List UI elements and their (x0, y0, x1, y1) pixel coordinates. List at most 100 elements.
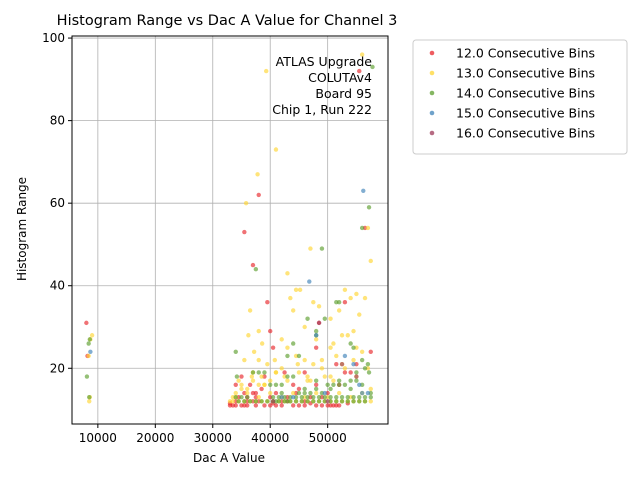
data-point (351, 345, 356, 350)
data-point (230, 399, 236, 404)
data-point (357, 68, 362, 74)
data-point (362, 366, 368, 371)
data-point (249, 374, 255, 379)
data-point (322, 390, 327, 396)
data-point (279, 337, 284, 342)
data-point (336, 308, 342, 313)
data-point (313, 337, 319, 342)
data-point (325, 382, 330, 387)
data-point (250, 390, 256, 396)
data-point (250, 378, 256, 383)
data-point (313, 333, 319, 338)
data-point (336, 390, 342, 396)
data-point (334, 399, 339, 404)
data-point (291, 374, 296, 379)
data-point (256, 394, 261, 400)
data-point (256, 328, 261, 334)
data-point (351, 399, 356, 404)
data-point (86, 353, 91, 359)
data-point (282, 370, 287, 375)
data-point (357, 394, 362, 400)
y-tick-label: 80 (50, 114, 65, 128)
data-point (328, 316, 333, 321)
data-point (233, 349, 238, 354)
data-point (316, 399, 322, 404)
data-point (302, 357, 307, 363)
data-point (359, 349, 365, 354)
annotation-line-3: Board 95 (315, 86, 372, 101)
data-point (354, 378, 359, 383)
data-point (88, 349, 93, 354)
data-point (319, 357, 325, 363)
data-point (313, 403, 319, 408)
data-point (256, 382, 261, 387)
x-axis-label: Dac A Value (193, 451, 265, 465)
data-point (368, 386, 373, 392)
data-point (328, 374, 333, 379)
series-5 (270, 320, 359, 404)
data-point (348, 370, 353, 375)
data-point (251, 349, 257, 354)
data-point (262, 403, 267, 408)
data-point (336, 378, 342, 383)
x-tick-label: 40000 (251, 431, 289, 445)
data-point (307, 279, 312, 284)
data-point (239, 386, 244, 392)
chart-annotation: ATLAS Upgrade COLUTAv4 Board 95 Chip 1, … (272, 54, 372, 117)
data-point (291, 394, 296, 400)
data-point (348, 295, 353, 301)
data-point (351, 357, 356, 363)
data-point (331, 378, 336, 383)
data-point (296, 390, 302, 396)
data-point (239, 374, 244, 379)
data-point (345, 333, 350, 338)
data-point (265, 399, 270, 404)
data-point (319, 246, 325, 251)
data-point (316, 394, 322, 400)
data-point (245, 394, 250, 400)
data-point (359, 390, 365, 396)
data-point (250, 262, 256, 268)
data-point (268, 378, 273, 383)
data-point (302, 403, 307, 408)
data-point (253, 403, 259, 408)
data-point (328, 345, 333, 350)
data-point (291, 341, 296, 346)
data-point (311, 300, 316, 305)
data-point (259, 374, 264, 379)
data-point (365, 390, 371, 396)
data-point (296, 403, 302, 408)
data-point (357, 382, 362, 387)
data-point (234, 374, 240, 379)
data-point (246, 333, 251, 338)
data-point (339, 394, 345, 400)
data-point (270, 399, 276, 404)
data-point (368, 394, 373, 400)
data-point (328, 394, 333, 400)
data-point (299, 399, 305, 404)
data-point (322, 374, 327, 379)
data-point (319, 403, 325, 408)
data-point (265, 300, 270, 305)
data-point (291, 308, 296, 313)
data-point (245, 390, 250, 396)
data-point (265, 361, 270, 367)
plot-area: 10000 20000 30000 40000 50000 20 40 60 80 100 (42, 31, 389, 445)
data-point (348, 378, 353, 383)
data-point (311, 399, 316, 404)
data-point (268, 390, 273, 396)
data-point (262, 382, 267, 387)
data-point (322, 394, 327, 400)
data-point (279, 382, 284, 387)
annotation-line-2: COLUTAv4 (308, 70, 372, 85)
data-point (253, 267, 259, 272)
data-point (354, 291, 359, 297)
data-point (245, 386, 250, 392)
data-point (279, 390, 284, 396)
chart-title: Histogram Range vs Dac A Value for Chann… (57, 13, 398, 29)
data-point (334, 353, 339, 359)
y-tick-label: 20 (50, 361, 65, 375)
data-point (296, 386, 302, 392)
data-point (348, 386, 353, 392)
